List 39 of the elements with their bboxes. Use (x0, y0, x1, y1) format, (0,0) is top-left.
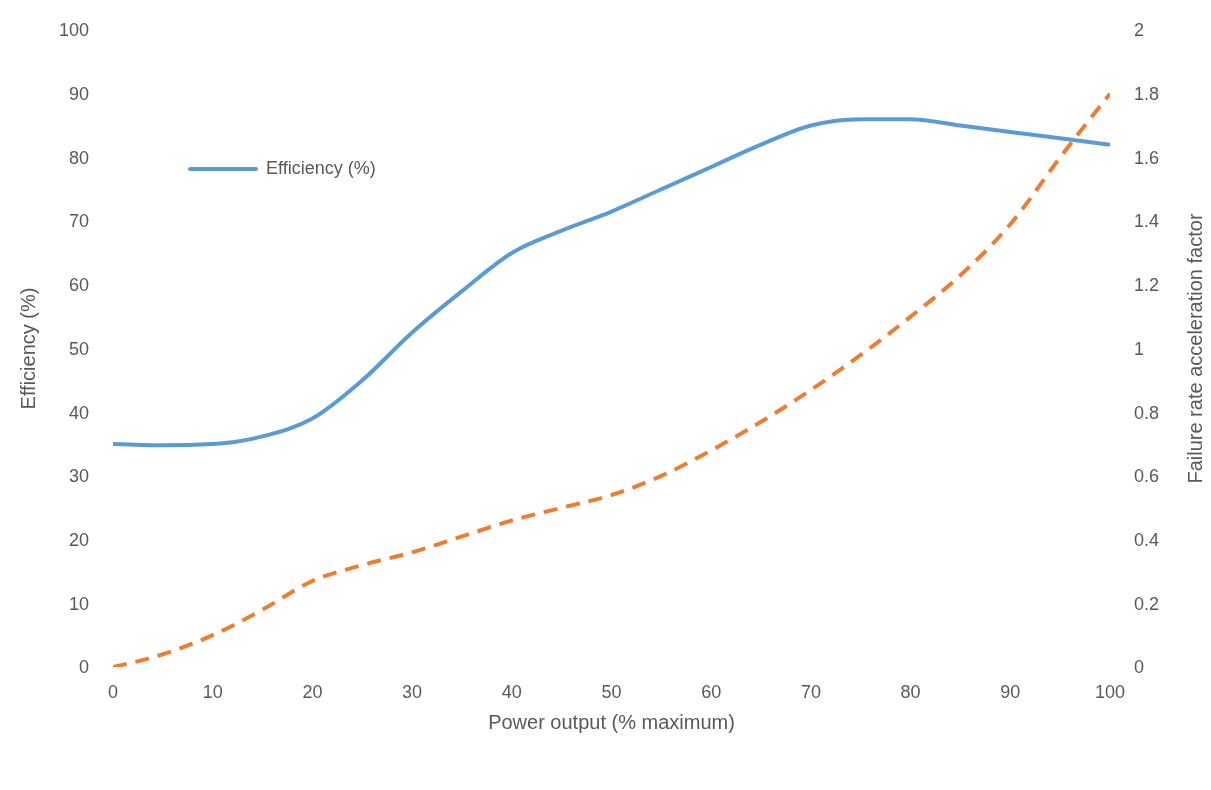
line-series (113, 117, 1110, 448)
y-axis-title: Efficiency (%) (17, 287, 40, 410)
x-tick-label: 70 (800, 681, 821, 702)
x-axis-title: Power output (% maximum) (488, 711, 735, 733)
legend-label: Efficiency (%) (266, 158, 376, 179)
y-tick-label: 50 (68, 338, 89, 359)
x-tick-label: 10 (202, 681, 223, 702)
line-series (113, 91, 1110, 667)
y2-tick-label: 2 (1134, 20, 1145, 41)
y2-tick-label: 0.6 (1134, 466, 1160, 487)
y2-tick-label: 0 (1134, 657, 1145, 678)
y2-tick-label: 1.4 (1134, 211, 1160, 232)
y2-tick-label: 1.8 (1134, 84, 1160, 105)
y2-tick-label: 0.4 (1134, 529, 1160, 550)
y-tick-label: 80 (68, 147, 89, 168)
y-tick-label: 40 (68, 402, 89, 423)
x-tick-label: 40 (501, 681, 522, 702)
x-tick-label: 0 (107, 681, 119, 702)
y2-tick-label: 1.6 (1134, 147, 1160, 168)
x-tick-label: 60 (701, 681, 722, 702)
y-tick-label: 90 (68, 84, 89, 105)
y2-tick-label: 0.2 (1134, 593, 1160, 614)
y-tick-label: 60 (68, 275, 89, 296)
x-tick-label: 20 (302, 681, 323, 702)
y2-tick-label: 0.8 (1134, 402, 1160, 423)
y-tick-label: 30 (68, 466, 89, 487)
y-tick-label: 10 (68, 593, 89, 614)
y2-tick-label: 1 (1134, 338, 1145, 359)
x-tick-label: 100 (1094, 681, 1126, 702)
y-tick-label: 100 (58, 20, 89, 41)
x-tick-label: 80 (900, 681, 921, 702)
x-tick-label: 90 (1000, 681, 1021, 702)
y-tick-label: 0 (78, 657, 89, 678)
y-tick-label: 20 (68, 529, 89, 550)
y2-axis-title: Failure rate acceleration factor (1184, 213, 1207, 484)
y-tick-label: 70 (68, 211, 89, 232)
y2-tick-label: 1.2 (1134, 275, 1160, 296)
x-tick-label: 50 (601, 681, 622, 702)
x-tick-label: 30 (402, 681, 423, 702)
